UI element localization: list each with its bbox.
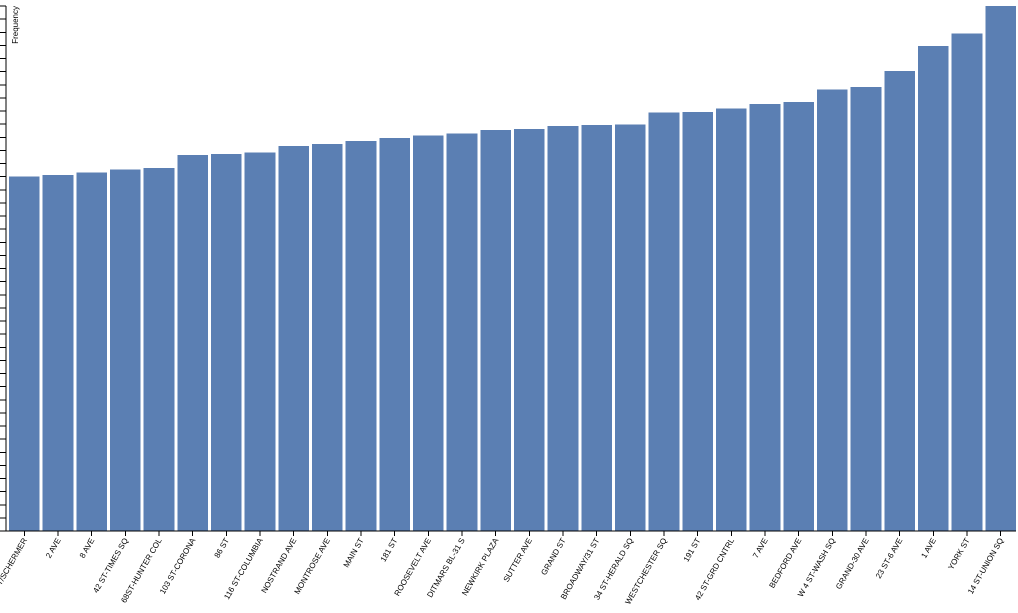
x-tick-label: 23 ST-6 AVE: [874, 537, 904, 581]
x-tick-label: 2 AVE: [44, 537, 63, 560]
bar: [918, 45, 949, 532]
bar: [951, 33, 983, 532]
x-tick-label: 8 AVE: [78, 537, 97, 560]
bar: [716, 108, 747, 532]
bar: [480, 129, 511, 531]
bar: [211, 154, 242, 532]
bar: [345, 140, 377, 531]
x-tick-label: 191 ST: [682, 536, 703, 563]
x-tick-label: 14 ST-UNION SQ: [966, 537, 1005, 596]
x-tick-label: NEWKIRK PLAZA: [460, 536, 501, 597]
bar: [648, 112, 680, 531]
bar: [446, 133, 478, 531]
x-tick-label: NOSTRAND AVE: [260, 537, 299, 595]
bar: [615, 124, 646, 532]
x-tick-label: ROOSEVELT AVE: [393, 537, 433, 598]
x-tick-label: 1 AVE: [919, 537, 938, 560]
x-tick-label: GRAND ST: [539, 536, 568, 576]
bar: [312, 144, 343, 531]
x-tick-label: MONTROSE AVE: [293, 537, 333, 596]
bar: [850, 86, 882, 531]
x-tick-label: 42 ST-GRD CNTRL: [693, 536, 736, 602]
bar: [9, 176, 40, 532]
bar: [514, 128, 545, 531]
x-tick-label: MAIN ST: [342, 536, 366, 569]
bar: [110, 169, 141, 531]
x-tick-label: 7 AVE: [751, 537, 770, 560]
bar: [581, 125, 612, 532]
x-tick-label: SUTTER AVE: [502, 537, 534, 584]
bar: [278, 146, 309, 531]
x-tick-label: BEDFORD AVE: [767, 537, 803, 590]
bar: [76, 172, 107, 531]
x-tick-label: 116 ST-COLUMBIA: [222, 536, 265, 601]
y-axis-title: Frequency: [11, 6, 20, 44]
bar: [985, 6, 1016, 531]
x-tick-label: 86 ST: [213, 536, 232, 559]
x-tick-label: 103 ST-CORONA: [158, 536, 198, 596]
bars-group: [9, 6, 1016, 532]
bar: [42, 175, 74, 532]
bar: [547, 126, 579, 531]
bar: [177, 155, 208, 531]
x-tick-label: W 4 ST-WASH SQ: [796, 537, 837, 599]
x-tick-label: 42 ST-TIMES SQ: [91, 537, 130, 595]
bar: [783, 102, 814, 531]
x-tick-label: GRAND-30 AVE: [834, 537, 871, 591]
bar: [413, 135, 444, 531]
bar: [817, 89, 848, 531]
bar: [682, 112, 713, 532]
bar: [244, 152, 276, 532]
bar: [884, 71, 915, 531]
x-tick-label: YORK ST: [946, 536, 971, 571]
x-tick-label: HOYT/SCHERMER: [0, 536, 29, 602]
bar: [143, 168, 175, 532]
x-tick-label: DITMARS BL-31 S: [425, 537, 466, 600]
y-axis: [0, 5, 7, 532]
bar: [749, 104, 781, 532]
bar: [379, 137, 410, 531]
x-tick-label: 181 ST: [379, 536, 400, 563]
